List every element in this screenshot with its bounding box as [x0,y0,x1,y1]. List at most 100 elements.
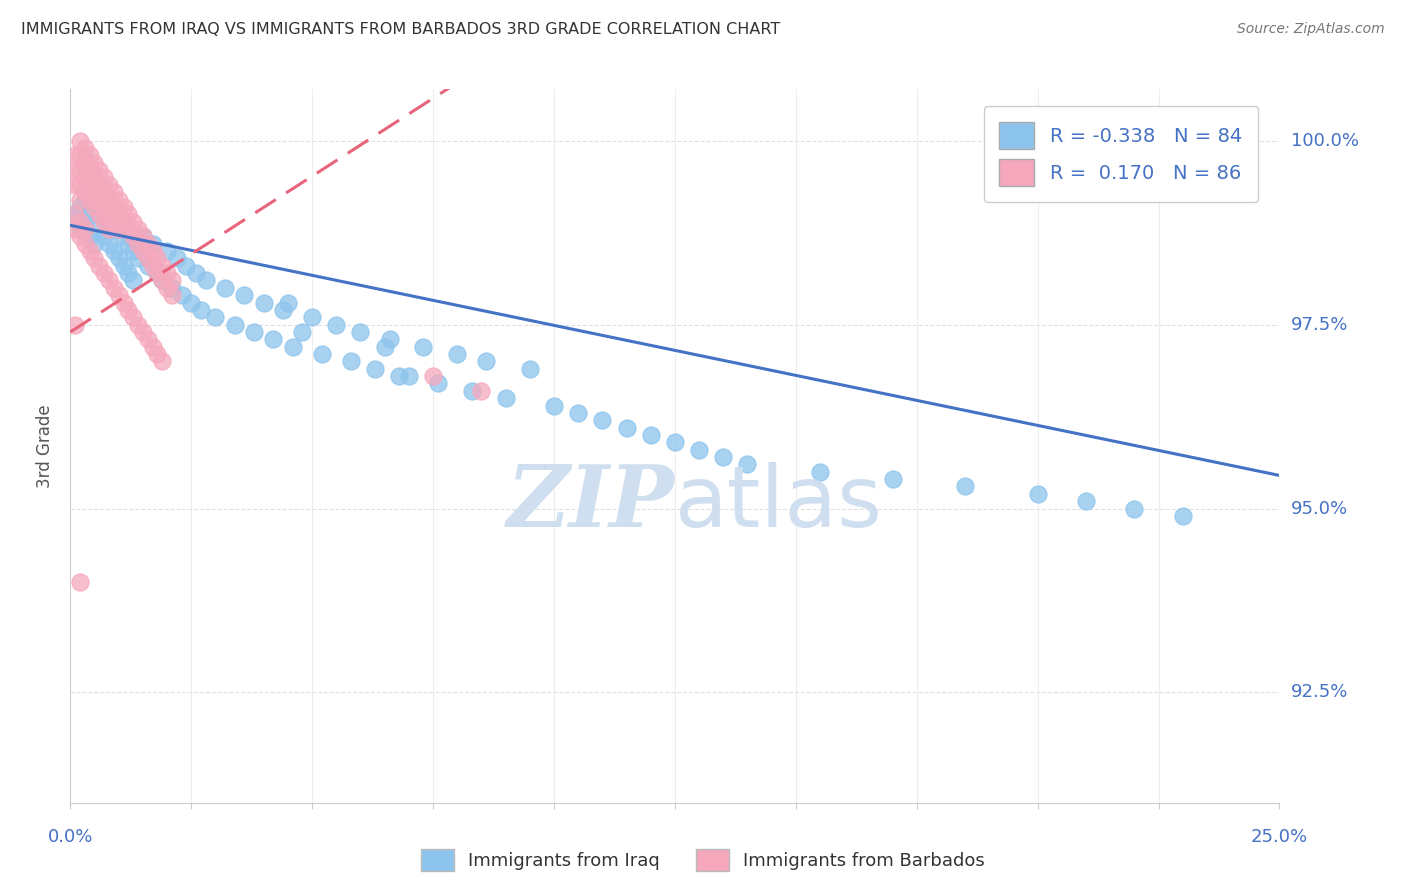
Point [69,575,91,590]
Point [277,295,299,310]
Text: 95.0%: 95.0% [1291,500,1348,517]
Point [63,178,86,192]
Point [93,185,115,199]
Point [141,236,163,251]
Text: 0.0%: 0.0% [48,828,93,846]
Point [243,325,266,339]
Point [150,273,173,287]
Point [122,244,145,258]
Point [103,185,125,199]
Point [89,163,111,178]
Point [79,244,101,258]
Point [127,222,149,236]
Point [122,229,145,244]
Point [398,369,420,384]
Point [83,200,105,214]
Point [688,442,710,457]
Point [1123,501,1146,516]
Point [374,340,396,354]
Point [470,384,492,398]
Point [301,310,323,325]
Point [112,259,135,273]
Point [136,252,159,266]
Point [107,252,129,266]
Point [461,384,484,398]
Point [63,207,86,221]
Y-axis label: 3rd Grade: 3rd Grade [37,404,55,488]
Point [281,340,304,354]
Point [132,229,155,244]
Point [83,252,105,266]
Point [176,259,198,273]
Point [103,222,125,236]
Point [262,332,284,346]
Point [190,302,212,317]
Point [224,318,246,332]
Point [89,193,111,207]
Point [204,310,226,325]
Point [107,193,129,207]
Point [664,435,686,450]
Point [640,428,662,442]
Point [136,332,159,346]
Point [122,273,145,287]
Point [107,288,129,302]
Point [388,369,411,384]
Point [311,347,333,361]
Point [103,281,125,295]
Point [73,155,96,169]
Point [495,391,517,405]
Point [156,266,179,280]
Point [160,281,183,295]
Point [107,207,129,221]
Point [73,222,96,236]
Point [132,325,155,339]
Point [63,207,86,221]
Point [446,347,468,361]
Point [73,214,96,228]
Point [146,266,169,280]
Point [378,332,401,346]
Point [83,185,105,199]
Point [117,236,139,251]
Point [233,288,256,302]
Text: 100.0%: 100.0% [1291,132,1358,150]
Point [112,295,135,310]
Point [79,207,101,221]
Point [543,399,565,413]
Point [117,207,139,221]
Point [98,214,121,228]
Point [591,413,613,427]
Point [69,214,91,228]
Text: atlas: atlas [675,461,883,545]
Point [98,222,121,236]
Point [117,222,139,236]
Point [146,252,169,266]
Point [127,318,149,332]
Point [112,229,135,244]
Point [412,340,434,354]
Point [349,325,371,339]
Point [89,222,111,236]
Point [98,236,121,251]
Point [808,465,831,479]
Point [79,148,101,162]
Point [141,244,163,258]
Point [616,420,638,434]
Point [73,170,96,185]
Point [271,302,294,317]
Point [150,354,173,368]
Point [475,354,498,368]
Point [63,148,86,162]
Point [160,273,183,287]
Point [117,302,139,317]
Point [737,458,759,472]
Point [519,361,541,376]
Point [107,222,129,236]
Point [69,178,91,192]
Point [132,229,155,244]
Point [98,178,121,192]
Point [63,222,86,236]
Point [166,252,188,266]
Point [79,229,101,244]
